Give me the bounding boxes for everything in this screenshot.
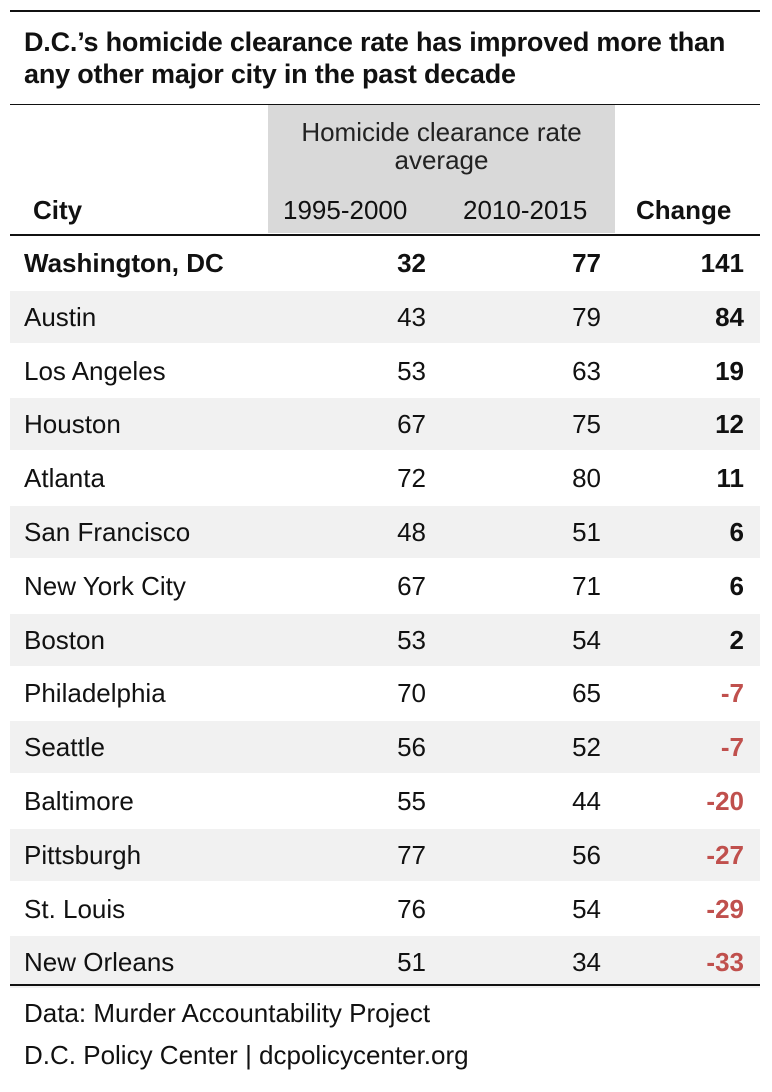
value-1995-2000-cell: 43 [397,301,426,332]
value-2010-2015-cell: 44 [572,786,601,816]
value-2010-2015-cell: 77 [572,248,601,278]
city-cell: Pittsburgh [24,839,142,870]
value-1995-2000-cell: 51 [397,947,426,978]
value-1995-2000-cell: 76 [397,893,426,924]
value-2010-2015-cell: 51 [572,517,601,547]
city-cell: San Francisco [24,517,191,547]
credit-note: D.C. Policy Center | dcpolicycenter.org [24,1040,469,1070]
value-2010-2015-cell: 52 [572,732,601,763]
value-1995-2000-cell: 48 [397,517,426,547]
value-1995-2000-cell: 32 [397,248,426,278]
change-cell: -27 [706,839,744,870]
value-1995-2000-cell: 67 [397,409,426,440]
city-cell: St. Louis [24,893,126,924]
table-row: San Francisco 48 51 6 [10,506,760,558]
value-2010-2015-cell: 80 [572,463,601,494]
table-row: Washington, DC 32 77 141 [10,237,760,289]
city-cell: Baltimore [24,786,134,816]
city-cell: Washington, DC [24,248,224,278]
table-row: New Orleans 51 34 -33 [10,936,760,989]
column-header-city: City [33,195,83,225]
change-cell: 6 [729,570,744,601]
city-cell: Austin [24,301,97,332]
column-header-2010-2015: 2010-2015 [463,195,588,225]
change-cell: 141 [700,248,744,278]
value-1995-2000-cell: 55 [397,786,426,816]
value-1995-2000-cell: 53 [397,355,426,386]
city-cell: Seattle [24,732,105,763]
value-2010-2015-cell: 54 [572,624,601,655]
title-rule [10,104,760,105]
city-cell: New York City [24,570,186,601]
value-2010-2015-cell: 75 [572,409,601,440]
header-rule [10,234,760,236]
value-2010-2015-cell: 71 [572,570,601,601]
table-row: Houston 67 75 12 [10,398,760,451]
table-row: St. Louis 76 54 -29 [10,883,760,935]
table-row: Austin 43 79 84 [10,290,760,343]
change-cell: -29 [706,893,744,924]
top-rule [10,10,760,12]
city-cell: Houston [24,409,121,440]
value-1995-2000-cell: 56 [397,732,426,763]
change-cell: -7 [720,732,744,763]
value-2010-2015-cell: 34 [572,947,601,978]
city-cell: Los Angeles [24,355,166,386]
change-cell: 11 [716,463,745,494]
column-header-change: Change [636,195,732,225]
table-row: Baltimore 55 44 -20 [10,775,760,827]
change-cell: -20 [706,786,744,816]
column-header-1995-2000: 1995-2000 [283,195,408,225]
source-note: Data: Murder Accountability Project [24,998,431,1028]
table-row: Pittsburgh 77 56 -27 [10,828,760,881]
value-2010-2015-cell: 79 [572,301,601,332]
value-1995-2000-cell: 53 [397,624,426,655]
city-cell: Philadelphia [24,678,166,709]
change-cell: 84 [715,301,744,332]
value-2010-2015-cell: 54 [572,893,601,924]
city-cell: Atlanta [24,463,105,494]
value-2010-2015-cell: 56 [572,839,601,870]
value-1995-2000-cell: 67 [397,570,426,601]
value-2010-2015-cell: 63 [572,355,601,386]
change-cell: -33 [706,947,744,978]
bottom-rule [10,984,760,986]
table-row: New York City 67 71 6 [10,560,760,612]
value-2010-2015-cell: 65 [572,678,601,709]
header-group-background [268,105,615,233]
chart-title: D.C.’s homicide clearance rate has impro… [24,27,726,89]
table-row: Philadelphia 70 65 -7 [10,667,760,719]
city-cell: New Orleans [24,947,175,978]
table-row: Atlanta 72 80 11 [10,452,760,504]
city-cell: Boston [24,624,105,655]
value-1995-2000-cell: 70 [397,678,426,709]
value-1995-2000-cell: 77 [397,839,426,870]
change-cell: 12 [715,409,744,440]
table-row: Seattle 56 52 -7 [10,721,760,774]
change-cell: 19 [715,355,744,386]
change-cell: 6 [729,517,744,547]
change-cell: -7 [720,678,744,709]
group-header-label: Homicide clearance rate average [301,117,582,175]
table-row: Boston 53 54 2 [10,613,760,666]
change-cell: 2 [729,624,744,655]
value-1995-2000-cell: 72 [397,463,426,494]
table-row: Los Angeles 53 63 19 [10,345,760,397]
